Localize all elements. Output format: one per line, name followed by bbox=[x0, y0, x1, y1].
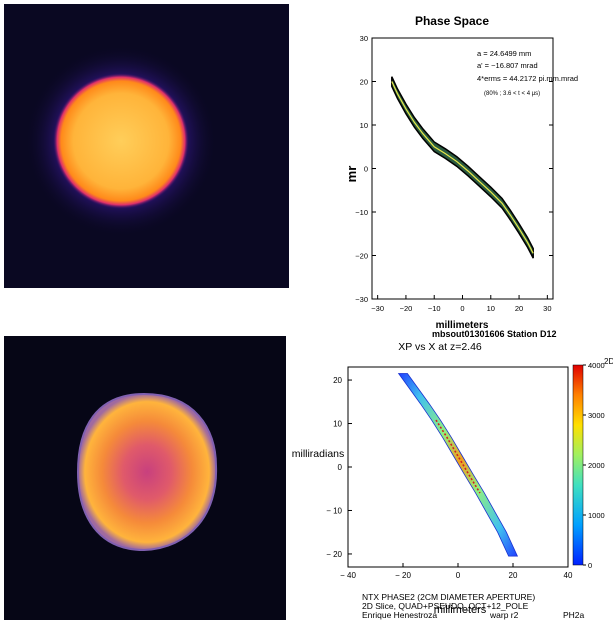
phase-space-band bbox=[391, 76, 534, 259]
colorbar-ticks: 4000 3000 2000 1000 0 bbox=[583, 361, 605, 570]
colorbar bbox=[572, 364, 584, 566]
y-tick-label: −10 bbox=[355, 208, 368, 217]
axis-ticks: −30 −20 −10 0 10 20 30 30 20 10 0 −10 −20 −30 bbox=[355, 34, 553, 313]
annotation-window: (80% ; 3.6 < t < 4 μs) bbox=[484, 91, 540, 97]
colorbar-tick-label: 1000 bbox=[588, 511, 605, 520]
phase-space-svg: Phase Space −30 −20 −10 0 10 20 30 30 20 10 0 −10 −2… bbox=[344, 14, 578, 331]
xp-x-band bbox=[397, 373, 519, 557]
caption-line-5: PH2a bbox=[563, 610, 585, 620]
x-tick-label: −10 bbox=[428, 304, 441, 313]
x-tick-label: − 40 bbox=[340, 571, 356, 580]
x-tick-label: −20 bbox=[400, 304, 413, 313]
beam-spot-simulation-svg bbox=[76, 392, 218, 552]
x-tick-label: 10 bbox=[487, 304, 495, 313]
colorbar-tick-label: 4000 bbox=[588, 361, 605, 370]
y-tick-label: 30 bbox=[360, 34, 368, 43]
x-tick-label: 30 bbox=[543, 304, 551, 313]
y-tick-label: −30 bbox=[355, 295, 368, 304]
y-tick-label: 0 bbox=[338, 463, 343, 472]
y-tick-label: 20 bbox=[333, 376, 342, 385]
chart-title: XP vs X at z=2.46 bbox=[398, 341, 482, 353]
colorbar-tick-label: 2000 bbox=[588, 461, 605, 470]
beam-spot bbox=[76, 392, 218, 552]
x-tick-label: −30 bbox=[371, 304, 384, 313]
axis-ticks: − 40 − 20 0 20 40 20 10 0 − 10 − 20 bbox=[326, 376, 573, 580]
x-tick-label: 20 bbox=[515, 304, 523, 313]
y-tick-label: − 10 bbox=[326, 506, 342, 515]
y-tick-label: 20 bbox=[360, 78, 368, 87]
x-tick-label: 20 bbox=[509, 571, 518, 580]
x-tick-label: 40 bbox=[564, 571, 573, 580]
y-tick-label: −20 bbox=[355, 252, 368, 261]
annotation-a: a = 24.6499 mm bbox=[477, 49, 531, 58]
colorbar-tick-label: 3000 bbox=[588, 411, 605, 420]
x-tick-label: − 20 bbox=[395, 571, 411, 580]
annotation-a-prime: a' = −16.807 mrad bbox=[477, 61, 538, 70]
y-tick-label: 0 bbox=[364, 165, 368, 174]
xp-vs-x-svg: XP vs X at z=2.46 − 40 − 20 0 20 40 20 10 0 − 10… bbox=[292, 341, 613, 616]
x-axis-label: millimeters bbox=[434, 604, 487, 616]
phase-space-core bbox=[391, 81, 534, 254]
beam-spot bbox=[53, 73, 189, 209]
colorbar-tick-label: 0 bbox=[588, 561, 592, 570]
caption-line-4: warp r2 bbox=[490, 610, 519, 620]
y-tick-label: 10 bbox=[360, 121, 368, 130]
colorbar-label: 2D bbox=[604, 357, 613, 366]
y-axis-label: milliradians bbox=[292, 448, 345, 460]
y-tick-label: 10 bbox=[333, 420, 342, 429]
chart-title: Phase Space bbox=[415, 14, 489, 28]
caption-line-2: 2D Slice, QUAD+PSEUDO_OCT+12_POLE bbox=[362, 601, 529, 611]
beam-spot-camera-image bbox=[4, 4, 289, 288]
beam-spot-camera-svg bbox=[25, 45, 217, 237]
xp-vs-x-chart: XP vs X at z=2.46 − 40 − 20 0 20 40 20 10 0 − 10… bbox=[280, 340, 613, 620]
chart-footer: mbsout01301606 Station D12 bbox=[432, 329, 557, 339]
y-axis-label: mr bbox=[344, 166, 359, 183]
plot-frame bbox=[347, 366, 569, 568]
x-tick-label: 0 bbox=[456, 571, 461, 580]
phase-space-chart: Phase Space −30 −20 −10 0 10 20 30 30 20 10 0 −10 −2… bbox=[340, 4, 610, 339]
beam-spot-simulation-image bbox=[4, 336, 286, 620]
caption-line-3: Enrique Henestroza bbox=[362, 610, 438, 620]
annotation-emittance: 4*erms = 44.2172 pi.mm.mrad bbox=[477, 74, 578, 83]
y-tick-label: − 20 bbox=[326, 550, 342, 559]
x-tick-label: 0 bbox=[460, 304, 464, 313]
x-axis-label: millimeters bbox=[436, 320, 489, 331]
caption-line-1: NTX PHASE2 (2CM DIAMETER APERTURE) bbox=[362, 592, 536, 602]
xp-x-core bbox=[435, 419, 481, 494]
